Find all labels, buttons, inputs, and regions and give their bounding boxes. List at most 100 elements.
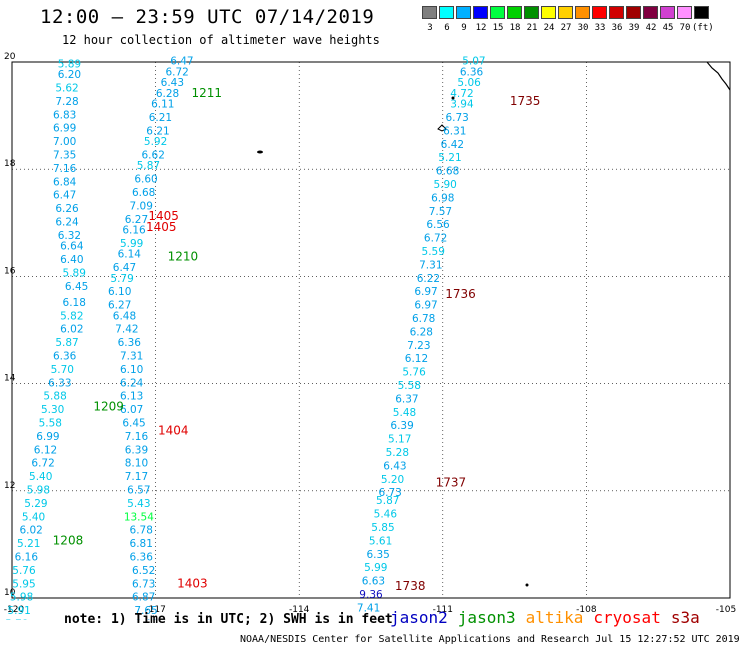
pass-time-label: 1404 (158, 424, 189, 438)
wave-height-label: 6.39 (390, 420, 413, 432)
colorbar-unit-label: (ft) (692, 23, 714, 33)
map-frame (11, 61, 731, 599)
wave-height-label: 5.17 (388, 434, 411, 446)
wave-height-label: 5.21 (438, 152, 461, 164)
wave-height-label: 5.98 (10, 592, 33, 604)
wave-height-label: 6.27 (125, 214, 148, 226)
wave-height-label: 6.22 (417, 273, 440, 285)
wave-height-label: 5.91 (7, 605, 30, 617)
wave-height-label: 7.00 (53, 136, 76, 148)
lon-tick-label: -105 (716, 605, 736, 615)
wave-height-label: 7.42 (115, 324, 138, 336)
wave-height-label: 6.16 (15, 551, 39, 563)
wave-height-label: 5.99 (120, 238, 143, 250)
wave-height-label: 6.33 (48, 377, 71, 389)
wave-height-label: 6.42 (441, 139, 464, 151)
map-subtitle: 12 hour collection of altimeter wave hei… (62, 33, 380, 47)
wave-height-label: 5.98 (27, 484, 50, 496)
wave-height-label: 7.57 (429, 206, 452, 218)
wave-height-label: 6.11 (151, 99, 174, 111)
wave-height-label: 5.70 (51, 364, 74, 376)
colorbar-swatch (677, 6, 692, 19)
wave-height-label: 5.07 (462, 56, 485, 68)
wave-height-label: 6.28 (410, 326, 433, 338)
wave-height-label: 5.40 (29, 471, 52, 483)
wave-height-label: 8.10 (125, 458, 148, 470)
wave-height-label: 6.20 (58, 69, 81, 81)
satellite-legend-item: s3a (670, 608, 700, 627)
colorbar-tick-label: 27 (560, 23, 572, 33)
coastline-segment (706, 61, 731, 91)
wave-height-label: 5.59 (422, 246, 445, 258)
wave-height-label: 6.02 (60, 324, 83, 336)
wave-height-label: 6.39 (125, 444, 148, 456)
satellite-legend: jason2 jason3 altika cryosat s3a (390, 608, 710, 627)
wave-height-label: 5.87 (376, 495, 399, 507)
wave-height-label: 5.21 (17, 538, 40, 550)
colorbar-swatch (439, 6, 454, 19)
wave-height-label: 6.72 (31, 458, 54, 470)
wave-height-label: 6.12 (405, 353, 428, 365)
pass-time-label: 1735 (510, 94, 541, 108)
wave-height-label: 4.72 (450, 88, 473, 100)
wave-height-label: 6.31 (443, 125, 466, 137)
wave-height-label: 7.23 (407, 340, 430, 352)
wave-height-label: 6.68 (436, 166, 459, 178)
wave-height-label: 6.84 (53, 176, 77, 188)
colorbar-tick-label: 21 (526, 23, 538, 33)
wave-height-label: 6.21 (149, 112, 172, 124)
wave-height-label: 6.68 (132, 187, 155, 199)
wave-height-label: 6.37 (395, 393, 418, 405)
colorbar-swatch (558, 6, 573, 19)
wave-height-label: 7.16 (53, 163, 77, 175)
wave-height-label: 6.10 (108, 286, 131, 298)
wave-height-label: 6.87 (132, 592, 155, 604)
wave-height-label: 6.78 (412, 313, 435, 325)
lat-lon-grid (12, 62, 730, 598)
wave-height-label: 6.73 (132, 578, 155, 590)
pass-time-label: 1736 (445, 287, 476, 301)
wave-height-label: 5.95 (12, 578, 35, 590)
colorbar-swatch (626, 6, 641, 19)
wave-height-label: 6.64 (60, 241, 84, 253)
pass-time-label: 1738 (395, 579, 426, 593)
wave-height-label: 5.79 (110, 273, 133, 285)
wave-height-label: 5.99 (364, 562, 387, 574)
wave-height-label: 5.20 (381, 474, 404, 486)
wave-height-label: 6.99 (36, 431, 59, 443)
lon-tick-label: -120 (4, 605, 25, 615)
wave-height-label: 7.28 (55, 96, 78, 108)
pass-time-label: 1405 (148, 209, 179, 223)
colorbar-swatch (592, 6, 607, 19)
colorbar-tick-label: 45 (662, 23, 674, 33)
pass-time-label: 1737 (436, 476, 467, 490)
wave-height-label: 6.10 (120, 364, 143, 376)
colorbar-swatch (473, 6, 488, 19)
wave-height-label: 6.57 (127, 484, 150, 496)
colorbar-tick-label: 36 (611, 23, 623, 33)
wave-height-label: 7.35 (53, 149, 76, 161)
colorbar-tick-label: 70 (679, 23, 691, 33)
wave-height-label: 7.41 (357, 602, 380, 614)
wave-height-label: 6.43 (383, 460, 406, 472)
lon-tick-label: -117 (145, 605, 165, 615)
lat-tick-label: 10 (4, 588, 16, 598)
wave-height-label: 6.47 (170, 56, 193, 68)
wave-height-label: 6.32 (58, 230, 81, 242)
wave-height-label: 5.90 (433, 179, 456, 191)
wave-height-label: 5.85 (371, 522, 394, 534)
colorbar-swatch (694, 6, 709, 19)
wave-height-label: 6.13 (120, 391, 143, 403)
wave-height-label: 6.43 (161, 77, 184, 89)
wave-height-label: 6.21 (146, 125, 169, 137)
wave-height-label: 6.40 (60, 254, 83, 266)
wave-height-label: 6.16 (122, 225, 146, 237)
wave-height-label: 6.99 (53, 123, 76, 135)
wave-height-label: 6.52 (132, 565, 155, 577)
wave-height-label: 3.94 (450, 99, 474, 111)
wave-height-label: 6.62 (142, 149, 165, 161)
lat-tick-label: 18 (4, 159, 16, 169)
wave-height-label: 5.82 (60, 310, 83, 322)
